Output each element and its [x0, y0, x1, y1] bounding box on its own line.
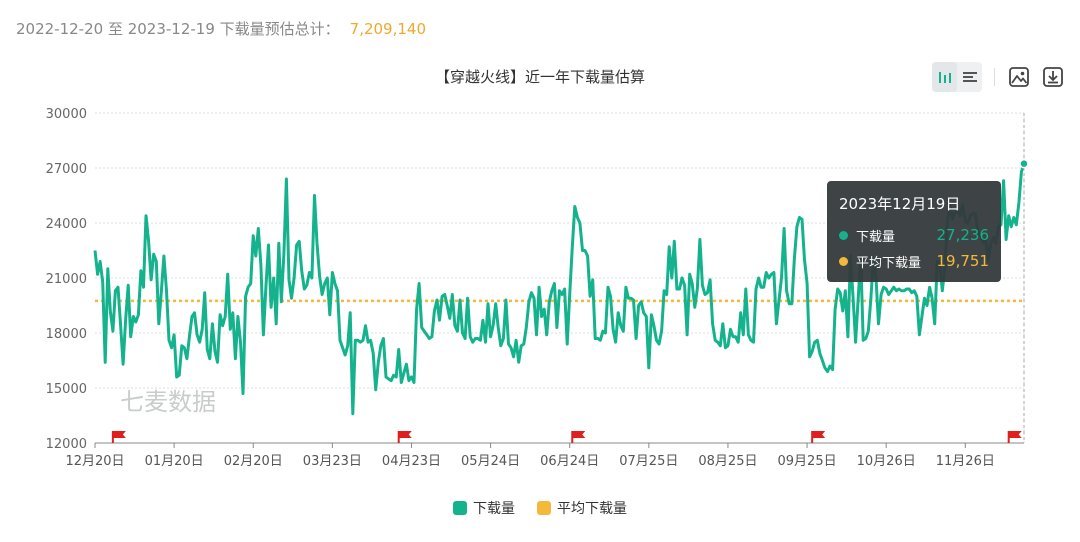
x-tick-label: 10月26日 [857, 454, 916, 469]
event-flag-icon[interactable] [811, 431, 826, 443]
y-tick-label: 15000 [46, 382, 87, 397]
tooltip-average-value: 19,751 [936, 252, 990, 270]
y-tick-label: 12000 [46, 437, 87, 452]
bar-chart-icon [938, 72, 951, 83]
x-tick-label: 11月26日 [936, 454, 995, 469]
chart-title: 【穿越火线】近一年下载量估算 [434, 68, 645, 86]
tooltip-average-dot [839, 256, 848, 266]
event-flag-icon[interactable] [111, 431, 126, 443]
x-axis: 12月20日 01月20日 02月20日 03月23日 04月23日 05月24日 06月2… [65, 442, 1024, 469]
x-tick-label: 02月20日 [224, 454, 283, 469]
summary-total: 7,209,140 [349, 20, 426, 38]
list-view-button[interactable] [957, 62, 982, 92]
y-tick-label: 30000 [46, 107, 87, 122]
event-flag-icon[interactable] [397, 431, 412, 443]
legend-label: 平均下载量 [557, 501, 627, 517]
y-axis: 12000 15000 18000 21000 24000 27000 30000 [46, 107, 87, 452]
legend-item-average[interactable]: 平均下载量 [537, 498, 627, 518]
x-tick-label: 06月24日 [540, 454, 599, 469]
tooltip-data-point [1019, 158, 1029, 169]
x-tick-label: 09月25日 [778, 454, 837, 469]
legend-swatch [453, 501, 467, 515]
x-tick-label: 08月25日 [698, 454, 757, 469]
x-tick-label: 12月20日 [65, 454, 124, 469]
y-tick-label: 27000 [46, 162, 87, 177]
watermark: 七麦数据 [120, 388, 216, 416]
view-toggle [932, 62, 982, 92]
tooltip-row-average: 平均下载量 19,751 [839, 248, 989, 274]
tooltip-series-name: 下载量 [856, 229, 896, 245]
x-tick-label: 07月25日 [619, 454, 678, 469]
x-tick-label: 01月20日 [145, 454, 204, 469]
tooltip-average-name: 平均下载量 [856, 255, 922, 271]
legend-item-downloads[interactable]: 下载量 [453, 498, 515, 518]
x-tick-label: 05月24日 [461, 454, 520, 469]
toolbar-divider [994, 68, 995, 86]
legend-label: 下载量 [473, 501, 515, 517]
summary-date-range: 2022-12-20 至 2023-12-19 下载量预估总计： [16, 20, 340, 38]
x-tick-label: 04月23日 [382, 454, 441, 469]
y-tick-label: 21000 [46, 272, 87, 287]
x-tick-label: 03月23日 [303, 454, 362, 469]
tooltip-series-dot [839, 230, 848, 240]
y-tick-label: 24000 [46, 217, 87, 232]
download-summary: 2022-12-20 至 2023-12-19 下载量预估总计： 7,209,14… [16, 18, 426, 39]
tooltip-row-downloads: 下载量 27,236 [839, 222, 989, 248]
chart-tooltip: 2023年12月19日 下载量 27,236 平均下载量 19,751 [827, 181, 1001, 282]
event-flags [111, 431, 1022, 443]
download-icon [1043, 67, 1063, 87]
chart-legend: 下载量 平均下载量 [0, 498, 1080, 518]
tooltip-series-value: 27,236 [936, 226, 990, 244]
y-tick-label: 18000 [46, 327, 87, 342]
bar-chart-view-button[interactable] [932, 62, 957, 92]
download-series-line [93, 163, 1026, 416]
event-flag-icon[interactable] [571, 431, 586, 443]
save-image-button[interactable] [1006, 62, 1032, 92]
list-icon [962, 72, 977, 82]
image-icon [1009, 67, 1029, 87]
tooltip-date: 2023年12月19日 [839, 195, 961, 213]
download-button[interactable] [1040, 62, 1066, 92]
legend-swatch [537, 501, 551, 515]
event-flag-icon[interactable] [1007, 431, 1022, 443]
